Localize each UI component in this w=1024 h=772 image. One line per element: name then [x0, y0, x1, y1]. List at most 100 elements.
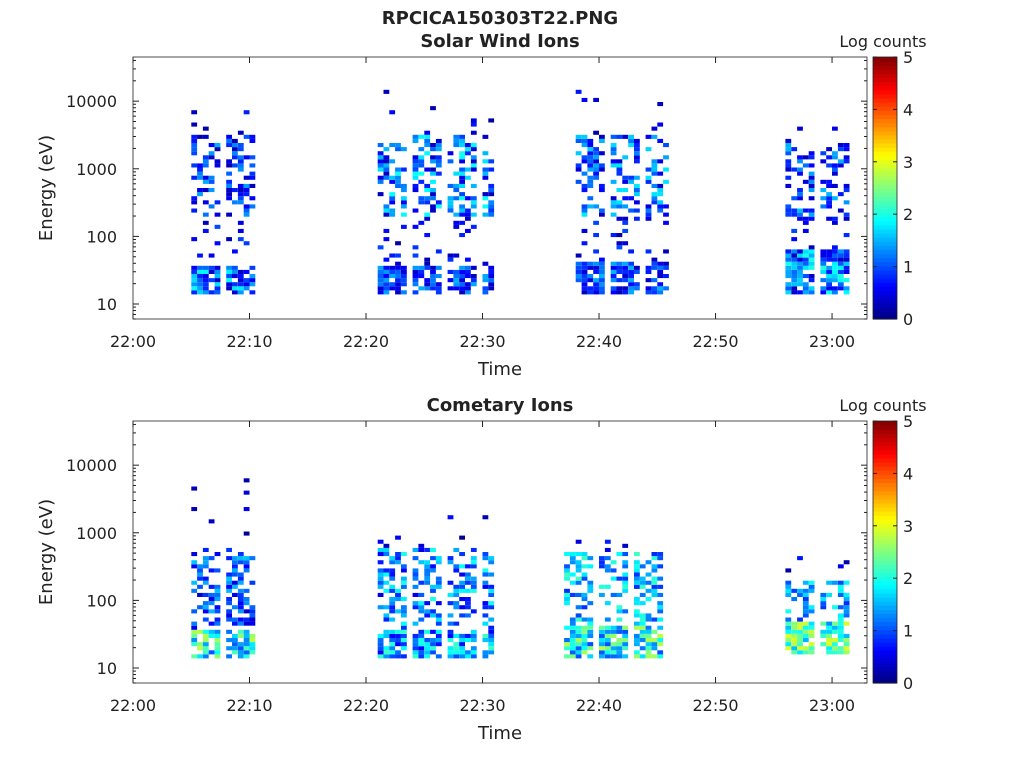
colorbar-segment: [873, 535, 897, 541]
heatmap-cell: [610, 265, 617, 270]
colorbar-segment: [873, 130, 897, 136]
heatmap-cell: [459, 282, 465, 287]
heatmap-cell: [243, 110, 250, 115]
heatmap-cell: [191, 134, 198, 139]
heatmap-cell: [820, 601, 827, 606]
heatmap-cell: [634, 564, 640, 569]
heatmap-cell: [424, 151, 431, 156]
heatmap-cell: [197, 572, 203, 577]
heatmap-cell: [826, 274, 832, 279]
heatmap-cell: [797, 633, 803, 638]
heatmap-cell: [237, 188, 244, 193]
heatmap-cell: [645, 654, 652, 659]
heatmap-cell: [651, 159, 658, 164]
heatmap-cell: [604, 564, 611, 569]
heatmap-cell: [843, 249, 850, 254]
colorbar-segment: [873, 531, 897, 537]
heatmap-cell: [389, 584, 396, 589]
heatmap-cell: [435, 155, 442, 160]
heatmap-cell: [459, 167, 465, 172]
heatmap-cell: [634, 151, 640, 156]
heatmap-cell: [191, 274, 198, 279]
heatmap-cell: [401, 613, 407, 618]
heatmap-cell: [465, 143, 471, 148]
heatmap-cell: [628, 290, 634, 295]
heatmap-cell: [401, 646, 407, 651]
heatmap-cell: [459, 552, 465, 557]
colorbar-segment: [873, 470, 897, 475]
heatmap-cell: [581, 564, 588, 569]
heatmap-cell: [232, 274, 238, 279]
heatmap-cell: [622, 552, 629, 557]
heatmap-cell: [657, 265, 664, 270]
heatmap-cell: [802, 629, 809, 634]
colorbar-segment: [873, 265, 897, 271]
colorbar-segment: [873, 568, 897, 574]
heatmap-cell: [593, 220, 599, 225]
heatmap-cell: [610, 650, 617, 655]
heatmap-cell: [785, 249, 792, 254]
heatmap-cell: [837, 163, 844, 168]
heatmap-cell: [569, 629, 576, 634]
heatmap-cell: [232, 621, 238, 626]
heatmap-cell: [424, 580, 431, 585]
heatmap-cell: [470, 122, 477, 127]
heatmap-cell: [791, 588, 798, 593]
heatmap-cell: [435, 629, 442, 634]
heatmap-cell: [214, 265, 221, 270]
heatmap-cell: [826, 646, 832, 651]
heatmap-cell: [214, 200, 221, 205]
heatmap-cell: [634, 269, 640, 274]
heatmap-cell: [791, 282, 798, 287]
heatmap-cell: [843, 609, 850, 614]
heatmap-cell: [587, 654, 594, 659]
heatmap-cell: [488, 625, 495, 630]
heatmap-cell: [377, 642, 384, 647]
heatmap-cell: [785, 138, 792, 143]
heatmap-cell: [797, 269, 803, 274]
heatmap-cell: [470, 163, 477, 168]
heatmap-cell: [791, 597, 798, 602]
heatmap-cell: [447, 515, 454, 520]
heatmap-cell: [447, 286, 454, 291]
heatmap-cell: [430, 282, 436, 287]
heatmap-cell: [191, 486, 198, 491]
plot-frame: [132, 420, 868, 684]
heatmap-cell: [377, 539, 384, 544]
heatmap-cell: [424, 200, 431, 205]
heatmap-cell: [191, 265, 198, 270]
heatmap-cell: [447, 196, 454, 201]
heatmap-cell: [622, 290, 629, 295]
heatmap-cell: [459, 183, 465, 188]
heatmap-cell: [459, 220, 465, 225]
heatmap-cell: [802, 613, 809, 618]
heatmap-cell: [581, 97, 588, 102]
colorbar-tick-label: 5: [903, 48, 913, 67]
heatmap-cell: [575, 580, 582, 585]
heatmap-cell: [837, 278, 844, 283]
colorbar-segment: [873, 592, 897, 598]
y-tick-label: 100: [86, 227, 117, 246]
heatmap-cell: [587, 278, 594, 283]
heatmap-cell: [599, 629, 605, 634]
heatmap-cell: [843, 147, 850, 152]
heatmap-cell: [610, 233, 617, 238]
colorbar-segment: [873, 134, 897, 140]
heatmap-cell: [465, 151, 471, 156]
heatmap-cell: [622, 261, 629, 266]
heatmap-cell: [191, 196, 198, 201]
heatmap-cell: [202, 560, 209, 565]
heatmap-cell: [202, 642, 209, 647]
heatmap-cell: [470, 556, 477, 561]
colorbar-tick-label: 2: [903, 569, 913, 588]
heatmap-cell: [826, 638, 832, 643]
heatmap-cell: [651, 654, 658, 659]
heatmap-cell: [470, 646, 477, 651]
heatmap-cell: [465, 212, 471, 217]
y-axis-label: Energy (eV): [36, 135, 57, 241]
heatmap-cell: [785, 629, 792, 634]
heatmap-cell: [797, 646, 803, 651]
heatmap-cell: [226, 572, 232, 577]
heatmap-cell: [826, 204, 832, 209]
heatmap-cell: [202, 212, 209, 217]
